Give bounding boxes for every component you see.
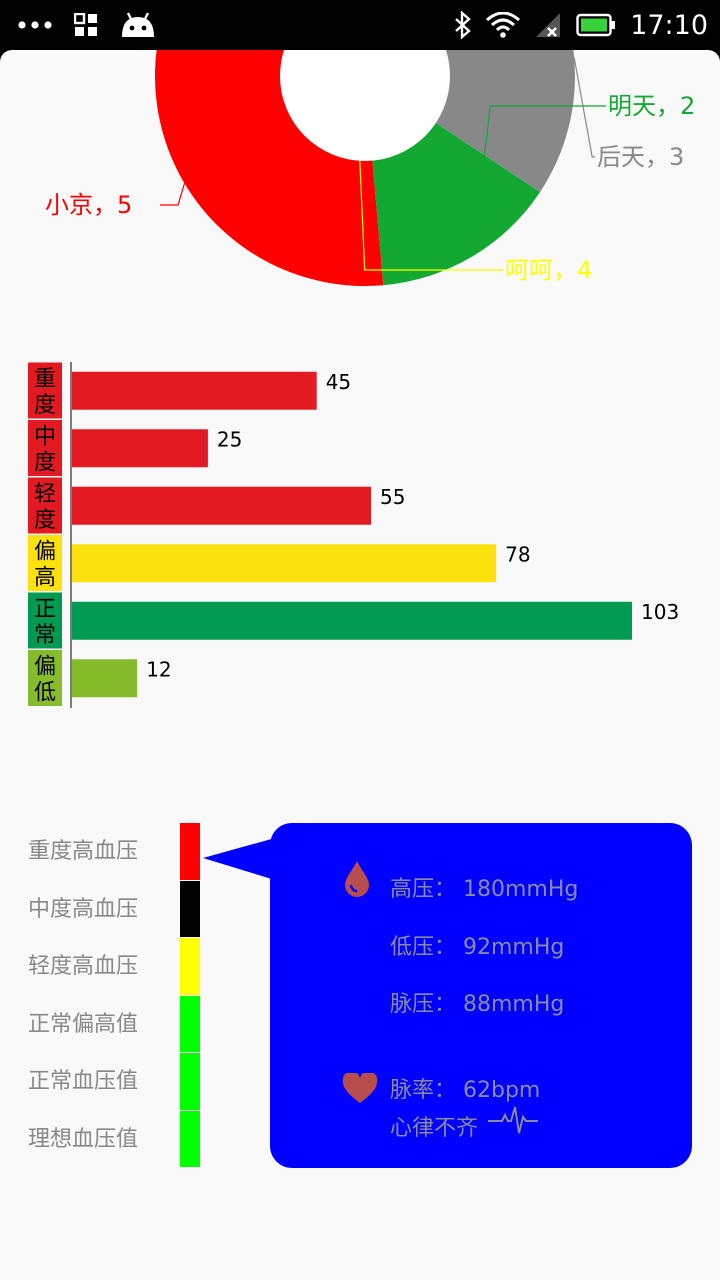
bar [72, 601, 632, 640]
bar-value-label: 78 [505, 542, 530, 566]
heart-icon [342, 1073, 378, 1103]
pie-slice-label: 明天，2 [608, 92, 695, 120]
bar-value-label: 25 [217, 427, 242, 451]
bar-category-label: 轻 [34, 482, 56, 507]
bar-category-label: 重 [34, 367, 56, 392]
android-icon [122, 12, 154, 37]
battery-icon [576, 13, 616, 37]
apps-icon [74, 13, 97, 36]
bp-reading-card: 高压： 180mmHg 低压： 92mmHg 脉压： 88mmHg 脉率： 62… [270, 823, 692, 1168]
bp-level-label: 轻度高血压 [28, 954, 139, 979]
bar-value-label: 55 [380, 485, 405, 509]
bp-color-scale [180, 823, 200, 1168]
bp-level-label: 中度高血压 [28, 896, 139, 922]
pie-leader-line [573, 57, 595, 158]
bar-value-label: 45 [326, 370, 351, 394]
bar-category-tag [28, 420, 62, 476]
bp-level-list: 重度高血压中度高血压轻度高血压正常偏高值正常血压值理想血压值 [28, 823, 138, 1168]
pulse-pressure-value: 脉压： 88mmHg [390, 992, 565, 1017]
pie-slice-label: 小京，5 [45, 191, 132, 219]
bar-category-tag [28, 650, 62, 706]
bar [72, 659, 138, 698]
bp-scale-segment [180, 995, 200, 1052]
wifi-icon [486, 12, 521, 38]
pie-slice-label: 后天，3 [597, 143, 684, 171]
more-icon [18, 21, 52, 29]
bp-scale-segment [180, 880, 200, 937]
bar-category-label: 偏 [34, 540, 56, 565]
bar-category-tag [28, 477, 62, 534]
bp-level-label: 正常偏高值 [28, 1011, 139, 1037]
pie-leader-line [471, 105, 606, 257]
bar-category-tag [28, 535, 62, 591]
bar-category-label: 低 [34, 681, 56, 706]
systolic-value: 高压： 180mmHg [390, 877, 579, 902]
bar-category-label: 度 [34, 393, 56, 418]
bar [72, 544, 497, 583]
app-screen: 小京，5 呵呵，4 后天，3 明天，2 重度 45 中度 25 轻度 55 偏高 78 正常 103 偏低… [0, 50, 720, 1280]
bar [72, 429, 208, 468]
bp-level-label: 正常血压值 [28, 1069, 139, 1094]
donut-hole [280, 50, 450, 161]
diastolic-value: 低压： 92mmHg [390, 935, 565, 960]
bar-category-tag [28, 362, 62, 419]
bar-value-label: 12 [146, 657, 171, 681]
signal-icon [536, 13, 561, 37]
donut-chart: 小京，5 呵呵，4 后天，3 明天，2 [45, 50, 695, 286]
bp-scale-segment [180, 938, 200, 995]
bp-scale-segment [180, 823, 200, 880]
bar-value-label: 103 [641, 600, 679, 624]
pie-slice-label: 呵呵，4 [505, 256, 592, 284]
pie-leader-line [354, 50, 503, 271]
status-bar: 17:10 [0, 0, 720, 50]
bar-category-label: 正 [34, 597, 56, 622]
bar-category-tag [28, 592, 62, 649]
bar-category-label: 常 [34, 623, 56, 648]
bar-category-label: 中 [34, 425, 56, 450]
bubble-pointer [203, 838, 275, 880]
bp-level-label: 理想血压值 [28, 1126, 139, 1152]
bar-category-label: 度 [34, 451, 56, 476]
blood-drop-icon [345, 861, 369, 897]
clock: 17:10 [630, 9, 708, 41]
bp-scale-segment [180, 1053, 200, 1110]
pulse-rate-value: 脉率： 62bpm [390, 1078, 541, 1103]
pie-leader-line [160, 183, 186, 206]
bar-category-label: 偏 [34, 655, 56, 680]
rhythm-status: 心律不齐 [390, 1116, 479, 1141]
bar [72, 371, 317, 410]
bar [72, 486, 371, 525]
bar-category-label: 高 [34, 566, 56, 591]
ecg-wave-icon [488, 1106, 538, 1134]
bp-scale-segment [180, 1110, 200, 1167]
bluetooth-icon [455, 11, 471, 39]
bar-category-label: 度 [34, 508, 56, 533]
bp-level-label: 重度高血压 [28, 839, 139, 864]
